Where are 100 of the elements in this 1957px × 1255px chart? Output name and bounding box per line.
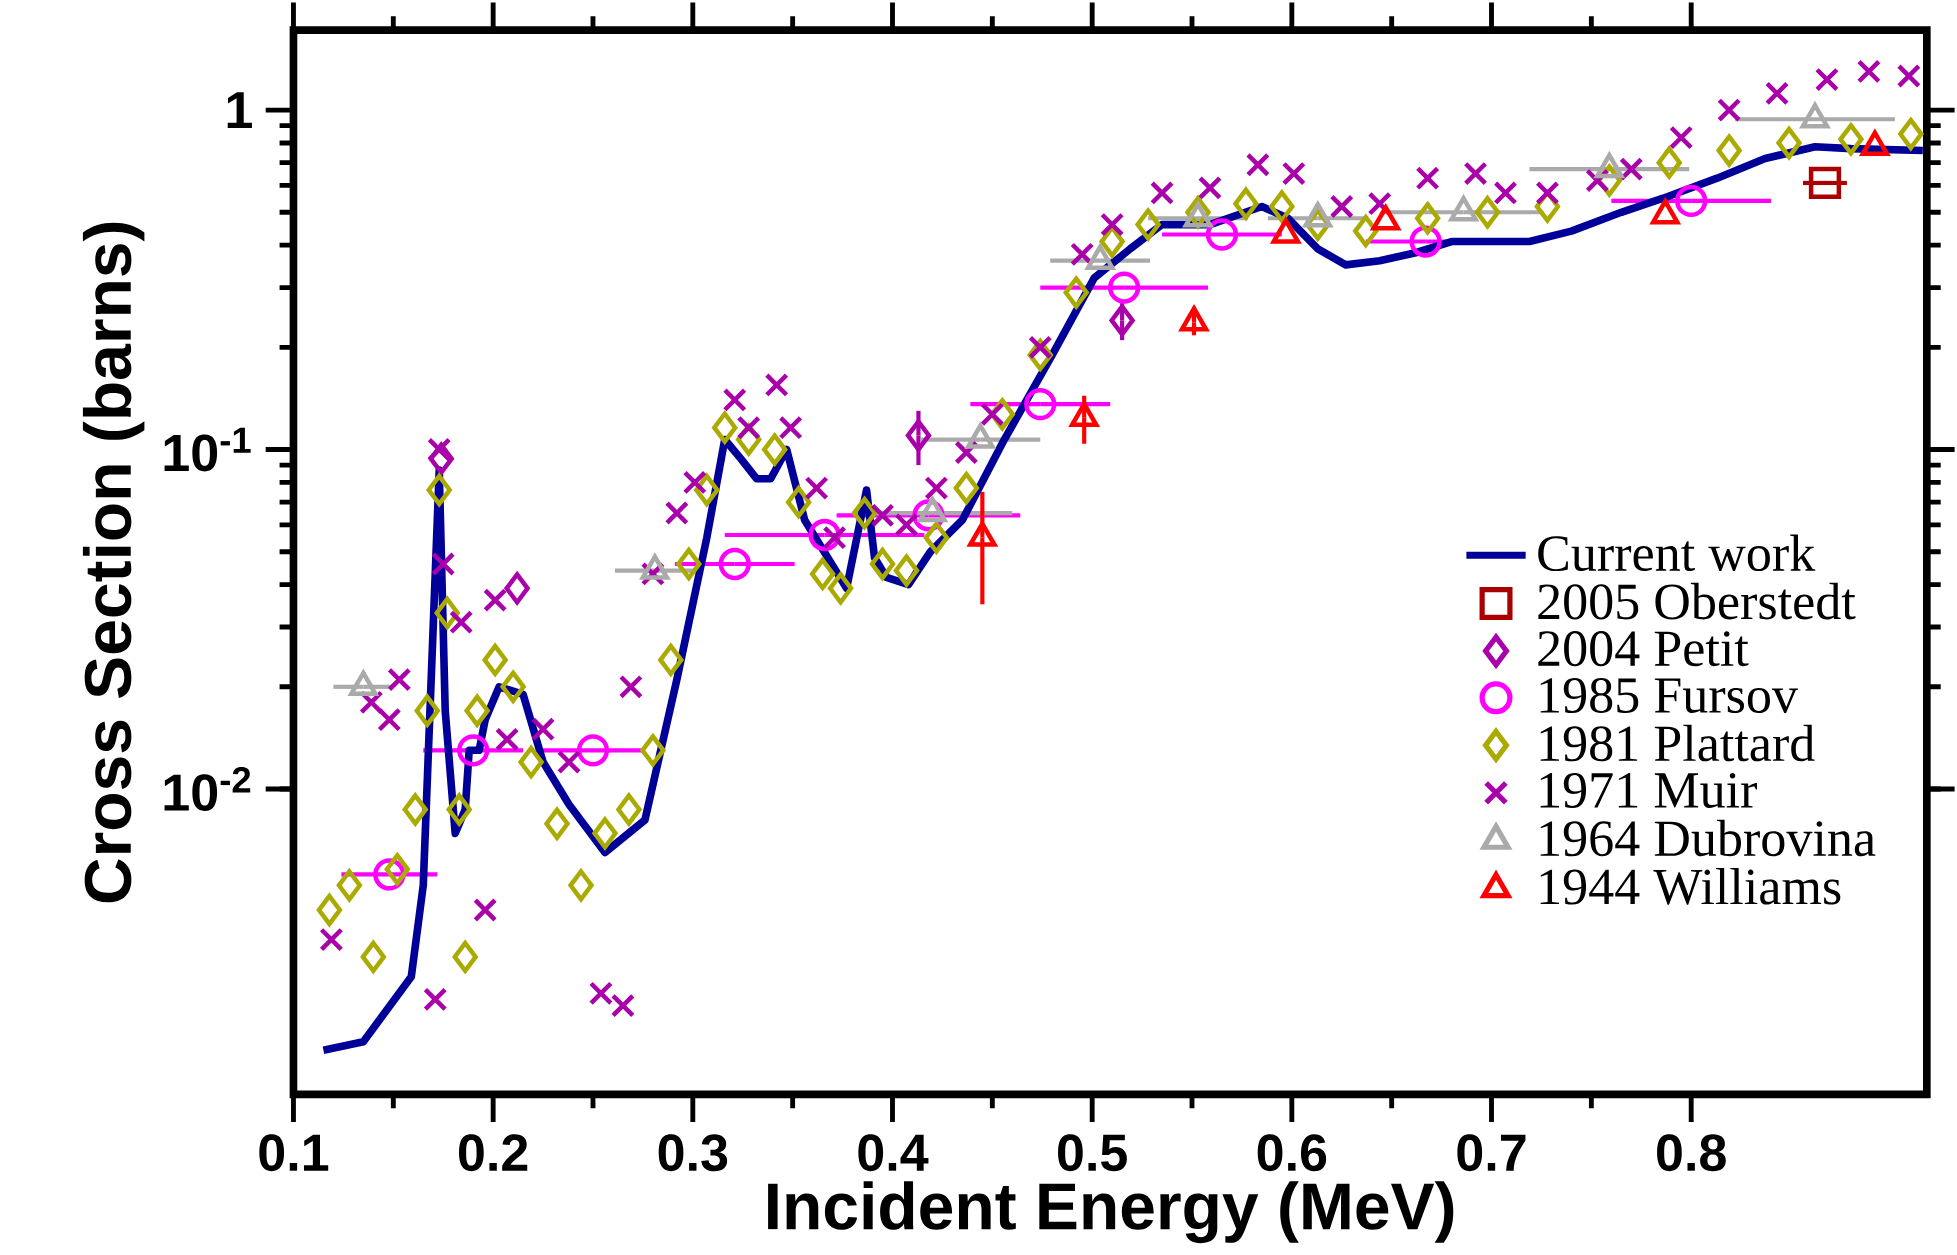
point xyxy=(1135,208,1161,241)
point xyxy=(1896,64,1921,89)
point xyxy=(1414,202,1441,235)
point xyxy=(1281,161,1306,186)
point xyxy=(457,734,490,767)
point xyxy=(449,610,474,635)
legend-label: Current work xyxy=(1538,534,1816,572)
point xyxy=(316,894,343,927)
legend-label: 2005 Oberstedt xyxy=(1538,582,1856,620)
point xyxy=(482,643,508,677)
point xyxy=(640,734,666,767)
point xyxy=(764,373,789,398)
legend-label: 2004 Petit xyxy=(1538,631,1749,667)
point xyxy=(718,548,751,581)
point xyxy=(1107,271,1141,304)
x-tick-label: 0.2 xyxy=(459,1134,528,1172)
point xyxy=(1099,225,1125,258)
point xyxy=(1776,126,1802,160)
point xyxy=(446,791,473,828)
x-tick-label: 0.6 xyxy=(1257,1134,1327,1172)
point xyxy=(518,746,544,779)
point xyxy=(1716,134,1742,167)
point xyxy=(1329,194,1354,219)
point xyxy=(1619,157,1644,182)
point xyxy=(544,807,570,841)
point xyxy=(615,791,643,828)
point xyxy=(1764,81,1790,106)
legend-label: 1981 Plattard xyxy=(1540,724,1815,762)
point xyxy=(500,670,526,704)
x-tick-label: 0.4 xyxy=(858,1134,929,1172)
legend-label: 1985 Fursov xyxy=(1540,678,1798,714)
point xyxy=(827,572,854,605)
point xyxy=(905,419,932,452)
point xyxy=(894,512,919,538)
point xyxy=(452,940,478,974)
point xyxy=(778,415,803,440)
point xyxy=(1535,181,1560,206)
point xyxy=(923,521,950,554)
x-tick-label: 0.8 xyxy=(1657,1134,1726,1172)
point xyxy=(1838,123,1864,156)
point xyxy=(712,411,738,444)
point xyxy=(576,734,610,767)
point xyxy=(804,476,829,501)
point xyxy=(1493,181,1518,206)
point xyxy=(953,472,980,505)
point xyxy=(1669,125,1694,150)
point xyxy=(924,476,949,501)
point xyxy=(377,707,402,732)
point xyxy=(556,750,582,775)
point xyxy=(722,388,747,413)
point xyxy=(1415,166,1440,191)
point xyxy=(423,987,448,1012)
point xyxy=(1070,242,1095,267)
point xyxy=(870,503,895,528)
point xyxy=(618,674,643,700)
y-tick-label: 1 xyxy=(227,92,252,129)
x-tick-label: 0.7 xyxy=(1457,1134,1526,1172)
point xyxy=(426,474,452,507)
legend-label: 1944 Williams xyxy=(1540,868,1841,905)
point xyxy=(736,415,761,440)
point xyxy=(1717,98,1742,123)
point xyxy=(664,501,689,526)
point xyxy=(384,853,410,886)
y-axis-title: Cross Section (barns) xyxy=(82,222,145,903)
point xyxy=(473,898,498,923)
point xyxy=(530,717,556,742)
point xyxy=(1028,335,1053,360)
point xyxy=(1474,196,1501,229)
point xyxy=(1353,215,1379,248)
point xyxy=(980,402,1005,427)
legend-label: 1964 Dubrovina xyxy=(1540,819,1876,857)
point xyxy=(588,981,614,1006)
point xyxy=(319,927,344,952)
point xyxy=(1024,388,1057,421)
point xyxy=(694,474,720,507)
point xyxy=(1063,276,1089,309)
point xyxy=(1109,304,1135,337)
point xyxy=(1197,175,1223,201)
legend-label: 1971 Muir xyxy=(1540,773,1758,809)
point xyxy=(428,442,454,475)
x-tick-label: 0.1 xyxy=(259,1134,329,1172)
point xyxy=(658,643,684,677)
point xyxy=(387,667,412,692)
point xyxy=(809,557,836,591)
point xyxy=(1100,212,1125,237)
point xyxy=(1898,118,1924,151)
point xyxy=(434,596,460,630)
point xyxy=(483,588,508,613)
point xyxy=(402,791,429,828)
point xyxy=(1656,146,1682,179)
point xyxy=(336,869,363,902)
point xyxy=(851,497,878,530)
point xyxy=(682,470,707,495)
point xyxy=(1814,67,1840,92)
point xyxy=(610,993,636,1018)
point xyxy=(1675,184,1708,218)
point xyxy=(1245,152,1270,178)
point xyxy=(568,869,594,902)
x-axis-title: Incident Energy (MeV) xyxy=(768,1181,1454,1244)
point xyxy=(762,433,788,466)
